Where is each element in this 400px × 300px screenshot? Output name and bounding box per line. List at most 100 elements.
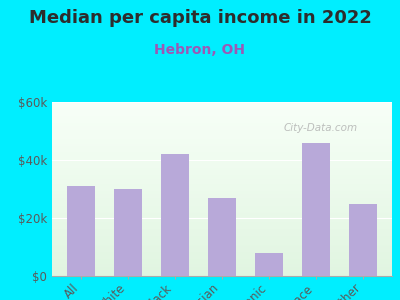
Bar (52, 196, 392, 198)
Bar (114, 189, 142, 276)
Bar (52, 111, 392, 112)
Bar (52, 271, 392, 272)
Text: City-Data.com: City-Data.com (283, 123, 357, 133)
Bar (52, 232, 392, 234)
Bar (52, 203, 392, 205)
Bar (52, 206, 392, 208)
Bar (52, 260, 392, 262)
Bar (52, 106, 392, 107)
Bar (52, 200, 392, 201)
Bar (349, 203, 376, 276)
Bar (52, 140, 392, 142)
Bar (52, 172, 392, 173)
Bar (52, 175, 392, 177)
Bar (52, 267, 392, 269)
Bar (52, 246, 392, 248)
Bar (52, 189, 392, 191)
Bar (52, 151, 392, 152)
Bar (52, 269, 392, 271)
Bar (52, 205, 392, 206)
Bar (52, 180, 392, 182)
Bar (52, 167, 392, 168)
Bar (52, 165, 392, 167)
Bar (255, 253, 282, 276)
Bar (52, 229, 392, 231)
Bar (52, 161, 392, 163)
Bar (52, 163, 392, 165)
Bar (52, 212, 392, 213)
Bar (52, 262, 392, 264)
Bar (52, 245, 392, 246)
Bar (52, 152, 392, 154)
Bar (52, 194, 392, 196)
Bar (52, 119, 392, 121)
Bar (52, 177, 392, 178)
Bar (52, 144, 392, 146)
Bar (52, 154, 392, 156)
Bar (52, 112, 392, 114)
Bar (52, 241, 392, 243)
Bar (52, 130, 392, 132)
Bar (52, 208, 392, 210)
Bar (52, 231, 392, 233)
Bar (52, 142, 392, 144)
Bar (52, 126, 392, 128)
Bar (52, 133, 392, 135)
Bar (52, 217, 392, 219)
Bar (52, 198, 392, 200)
Bar (52, 243, 392, 245)
Bar (52, 168, 392, 170)
Bar (52, 128, 392, 130)
Bar (52, 118, 392, 119)
Bar (52, 227, 392, 229)
Bar (52, 147, 392, 149)
Bar (52, 187, 392, 189)
Bar (52, 250, 392, 252)
Text: Median per capita income in 2022: Median per capita income in 2022 (28, 9, 372, 27)
Bar (52, 226, 392, 227)
Bar (52, 182, 392, 184)
Bar (52, 158, 392, 159)
Bar (52, 132, 392, 133)
Bar (52, 274, 392, 276)
Bar (302, 142, 330, 276)
Bar (52, 264, 392, 266)
Bar (52, 201, 392, 203)
Bar (208, 198, 236, 276)
Bar (52, 184, 392, 185)
Bar (52, 121, 392, 123)
Bar (52, 193, 392, 194)
Bar (52, 239, 392, 241)
Bar (52, 210, 392, 212)
Bar (52, 222, 392, 224)
Bar (52, 236, 392, 238)
Bar (52, 259, 392, 260)
Bar (52, 107, 392, 109)
Bar (52, 137, 392, 139)
Bar (52, 191, 392, 193)
Bar (52, 272, 392, 274)
Text: Hebron, OH: Hebron, OH (154, 44, 246, 58)
Bar (52, 248, 392, 250)
Bar (52, 139, 392, 140)
Bar (52, 173, 392, 175)
Bar (52, 254, 392, 255)
Bar (52, 257, 392, 259)
Bar (52, 114, 392, 116)
Bar (52, 123, 392, 124)
Bar (52, 156, 392, 158)
Bar (52, 219, 392, 220)
Bar (52, 116, 392, 118)
Bar (52, 104, 392, 106)
Bar (52, 266, 392, 267)
Bar (162, 154, 189, 276)
Bar (52, 124, 392, 126)
Bar (52, 146, 392, 147)
Bar (52, 159, 392, 161)
Bar (52, 215, 392, 217)
Bar (52, 213, 392, 215)
Bar (52, 178, 392, 180)
Bar (52, 220, 392, 222)
Bar (52, 238, 392, 239)
Bar (52, 170, 392, 172)
